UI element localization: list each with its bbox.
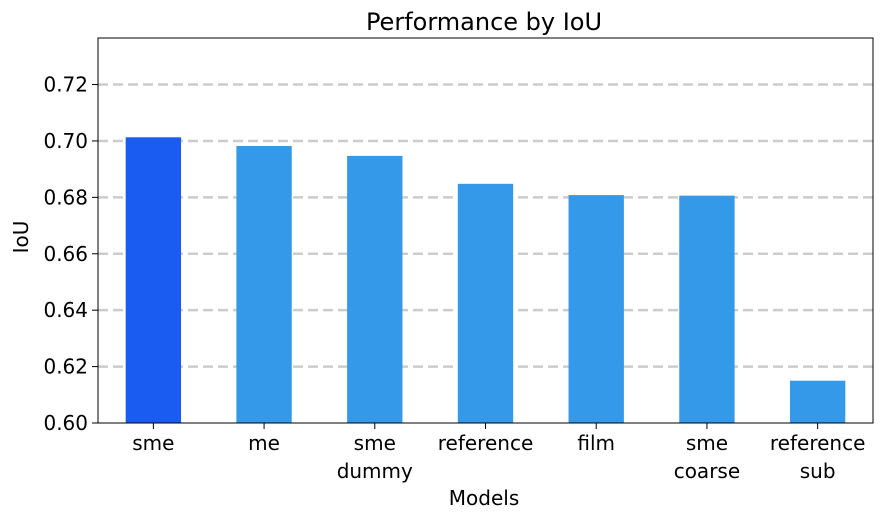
y-tick-label: 0.68 xyxy=(43,185,88,209)
grid-lines xyxy=(98,83,873,368)
bar-film xyxy=(568,195,624,423)
bars xyxy=(125,137,846,424)
x-tick-label: sme xyxy=(686,431,728,455)
x-tick-label: film xyxy=(577,431,615,455)
x-tick-label: sub xyxy=(800,459,836,483)
bar-sme-coarse xyxy=(679,195,735,423)
x-axis: sme me sme dummy reference film sme coarse refer… xyxy=(132,423,865,483)
x-tick-label: sme xyxy=(354,431,396,455)
y-axis: 0.60 0.62 0.64 0.66 0.68 0.70 0.72 xyxy=(43,73,98,435)
bar-reference-sub xyxy=(789,380,846,423)
chart-title: Performance by IoU xyxy=(366,8,602,36)
x-axis-label: Models xyxy=(449,486,519,510)
bar-me xyxy=(236,146,292,423)
y-tick-label: 0.64 xyxy=(43,298,88,322)
x-tick-label: me xyxy=(248,431,280,455)
x-tick-label: reference xyxy=(770,431,866,455)
bar-reference xyxy=(457,183,514,423)
x-tick-label: sme xyxy=(132,431,174,455)
x-tick-label: reference xyxy=(438,431,534,455)
bar-sme-dummy xyxy=(347,155,403,423)
y-tick-label: 0.72 xyxy=(43,73,88,97)
y-axis-label: IoU xyxy=(9,221,33,254)
y-tick-label: 0.66 xyxy=(43,242,88,266)
y-tick-label: 0.70 xyxy=(43,129,88,153)
bar-sme xyxy=(125,137,182,424)
y-tick-label: 0.62 xyxy=(43,355,88,379)
x-tick-label: coarse xyxy=(674,459,740,483)
x-tick-label: dummy xyxy=(337,459,413,483)
y-tick-label: 0.60 xyxy=(43,411,88,435)
